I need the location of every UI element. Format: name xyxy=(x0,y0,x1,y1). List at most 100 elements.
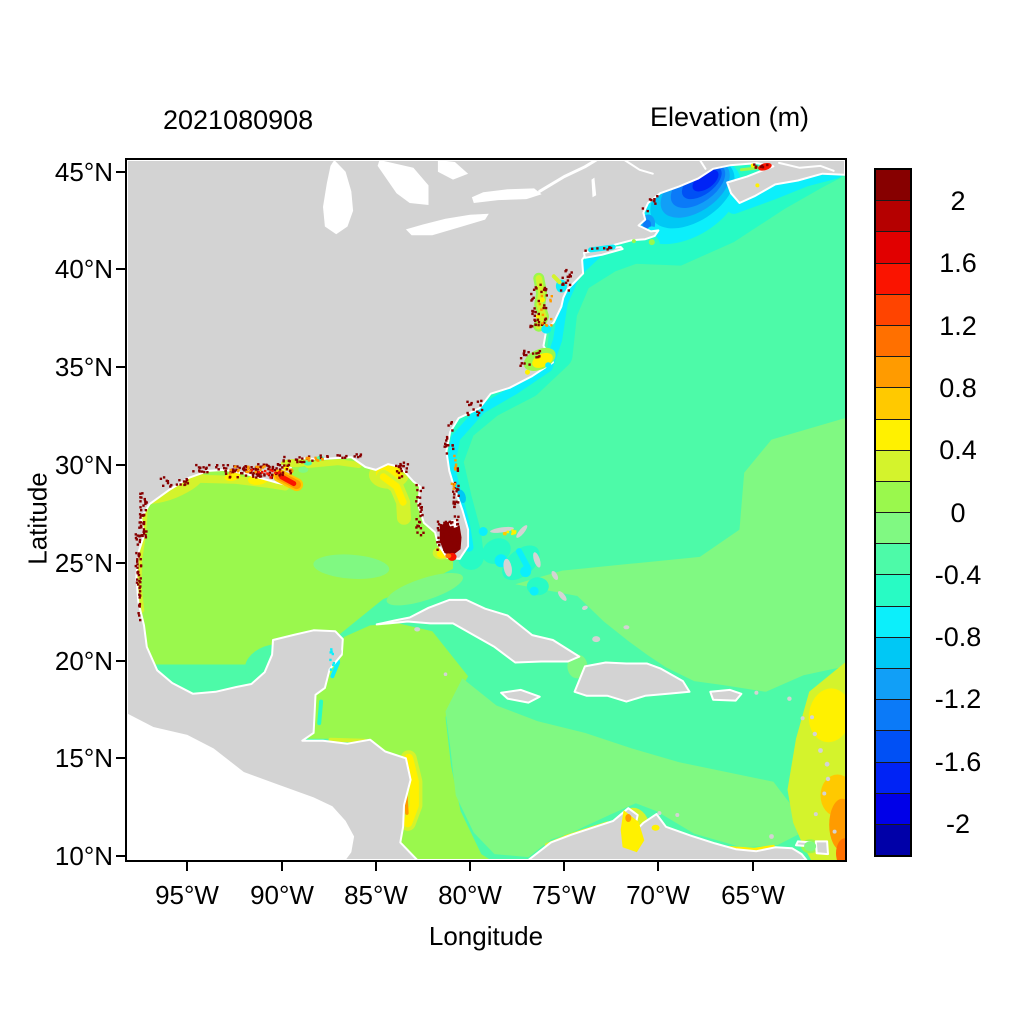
wet-dry-speckle xyxy=(656,195,659,198)
west-caribbean xyxy=(307,623,491,860)
colorbar-cell xyxy=(876,170,910,201)
wet-dry-speckle xyxy=(442,543,445,547)
lake-ontario xyxy=(471,188,542,203)
colorbar-tick-label: 1.2 xyxy=(939,311,977,341)
x-tick-label: 95°W xyxy=(155,880,219,910)
wet-dry-speckle xyxy=(450,526,453,529)
florida-tip-orange xyxy=(445,553,452,559)
wet-dry-speckle xyxy=(456,522,460,526)
wet-dry-speckle xyxy=(535,356,538,359)
wet-dry-speckle xyxy=(279,472,282,475)
trinidad-orange-core xyxy=(836,838,845,860)
colorbar-cell xyxy=(876,418,910,450)
colorbar-cell xyxy=(876,480,910,513)
wet-dry-speckle xyxy=(456,545,459,548)
wet-dry-speckle xyxy=(456,469,460,472)
wet-dry-speckle xyxy=(343,456,347,459)
wet-dry-speckle xyxy=(438,540,441,544)
wet-dry-speckle xyxy=(450,549,453,552)
wet-dry-speckle xyxy=(235,468,238,471)
wet-dry-speckle xyxy=(646,209,649,213)
wet-dry-speckle xyxy=(445,435,449,439)
wet-dry-speckle xyxy=(236,470,240,473)
wet-dry-speckle xyxy=(137,555,141,558)
wet-dry-speckle xyxy=(138,521,141,524)
wet-dry-speckle xyxy=(444,520,448,524)
wet-dry-speckle xyxy=(254,470,257,474)
sargasso-region xyxy=(515,418,845,692)
colorbar-cell xyxy=(876,293,910,325)
wet-dry-speckle xyxy=(138,596,141,599)
wet-dry-speckle xyxy=(522,352,525,355)
wet-dry-speckle xyxy=(257,471,260,474)
wet-dry-speckle xyxy=(596,247,599,250)
wet-dry-speckle xyxy=(296,460,299,464)
wet-dry-speckle xyxy=(755,165,758,168)
wet-dry-speckle xyxy=(200,470,204,473)
wet-dry-speckle xyxy=(199,466,202,470)
wet-dry-speckle xyxy=(400,469,403,473)
wet-dry-speckle xyxy=(270,476,273,479)
wet-dry-speckle xyxy=(192,470,195,473)
wet-dry-speckle xyxy=(469,403,473,406)
colorbar-cell xyxy=(876,543,910,575)
wet-dry-speckle xyxy=(136,534,139,537)
nicaragua-yellow xyxy=(403,753,419,828)
wet-dry-speckle xyxy=(451,521,454,524)
wet-dry-speckle xyxy=(142,530,145,533)
wet-dry-speckle xyxy=(138,513,142,516)
wet-dry-speckle xyxy=(418,520,421,524)
wet-dry-speckle xyxy=(420,508,423,511)
colorbar-cell xyxy=(876,761,910,793)
small-island xyxy=(818,748,823,753)
wet-dry-speckle xyxy=(457,494,460,497)
mississippi-delta-red xyxy=(279,474,297,487)
wet-dry-speckle xyxy=(422,531,425,534)
y-axis-tick xyxy=(116,366,125,368)
wet-dry-speckle xyxy=(268,465,271,469)
colorbar-cell xyxy=(876,449,910,481)
wet-dry-speckle xyxy=(451,444,454,447)
wet-dry-speckle xyxy=(259,468,262,472)
wet-dry-speckle xyxy=(457,488,460,491)
wet-dry-speckle xyxy=(443,531,446,534)
wet-dry-speckle xyxy=(540,290,543,294)
wet-dry-speckle xyxy=(448,526,452,530)
wet-dry-speckle xyxy=(653,198,656,201)
wet-dry-speckle xyxy=(204,467,208,470)
wet-dry-speckle xyxy=(419,534,423,537)
wet-dry-speckle xyxy=(345,454,348,458)
wet-dry-speckle xyxy=(531,312,534,316)
wet-dry-speckle xyxy=(448,541,452,544)
wet-dry-speckle xyxy=(402,461,406,464)
wet-dry-speckle xyxy=(454,534,457,538)
wet-dry-speckle xyxy=(225,467,228,470)
wet-dry-speckle xyxy=(144,536,148,539)
y-axis-tick xyxy=(116,464,125,466)
wet-dry-speckle xyxy=(261,471,264,474)
wet-dry-speckle xyxy=(531,309,534,313)
wet-dry-speckle xyxy=(248,469,252,472)
x-axis-tick xyxy=(563,862,565,871)
map-plot-area xyxy=(125,158,847,862)
wet-dry-speckle xyxy=(453,493,456,496)
wet-dry-speckle xyxy=(139,516,142,519)
wet-dry-speckle xyxy=(203,470,206,474)
nantucket-green xyxy=(648,239,655,246)
wet-dry-speckle xyxy=(135,538,138,541)
wet-dry-speckle xyxy=(175,483,179,486)
wet-dry-speckle xyxy=(136,543,139,546)
y-axis-tick xyxy=(116,855,125,857)
wet-dry-speckle xyxy=(269,468,272,472)
wet-dry-speckle xyxy=(229,468,232,472)
colorbar-cell xyxy=(876,730,910,762)
colorbar-cell xyxy=(876,387,910,419)
wet-dry-speckle xyxy=(252,472,256,475)
wet-dry-speckle xyxy=(206,471,209,474)
wet-dry-speckle xyxy=(139,558,142,561)
bay-of-fundy-core xyxy=(692,169,719,192)
wet-dry-speckle xyxy=(455,490,458,493)
wet-dry-speckle xyxy=(452,484,456,487)
wet-dry-speckle xyxy=(400,475,404,478)
colorbar-tick-label: -1.6 xyxy=(934,747,982,777)
